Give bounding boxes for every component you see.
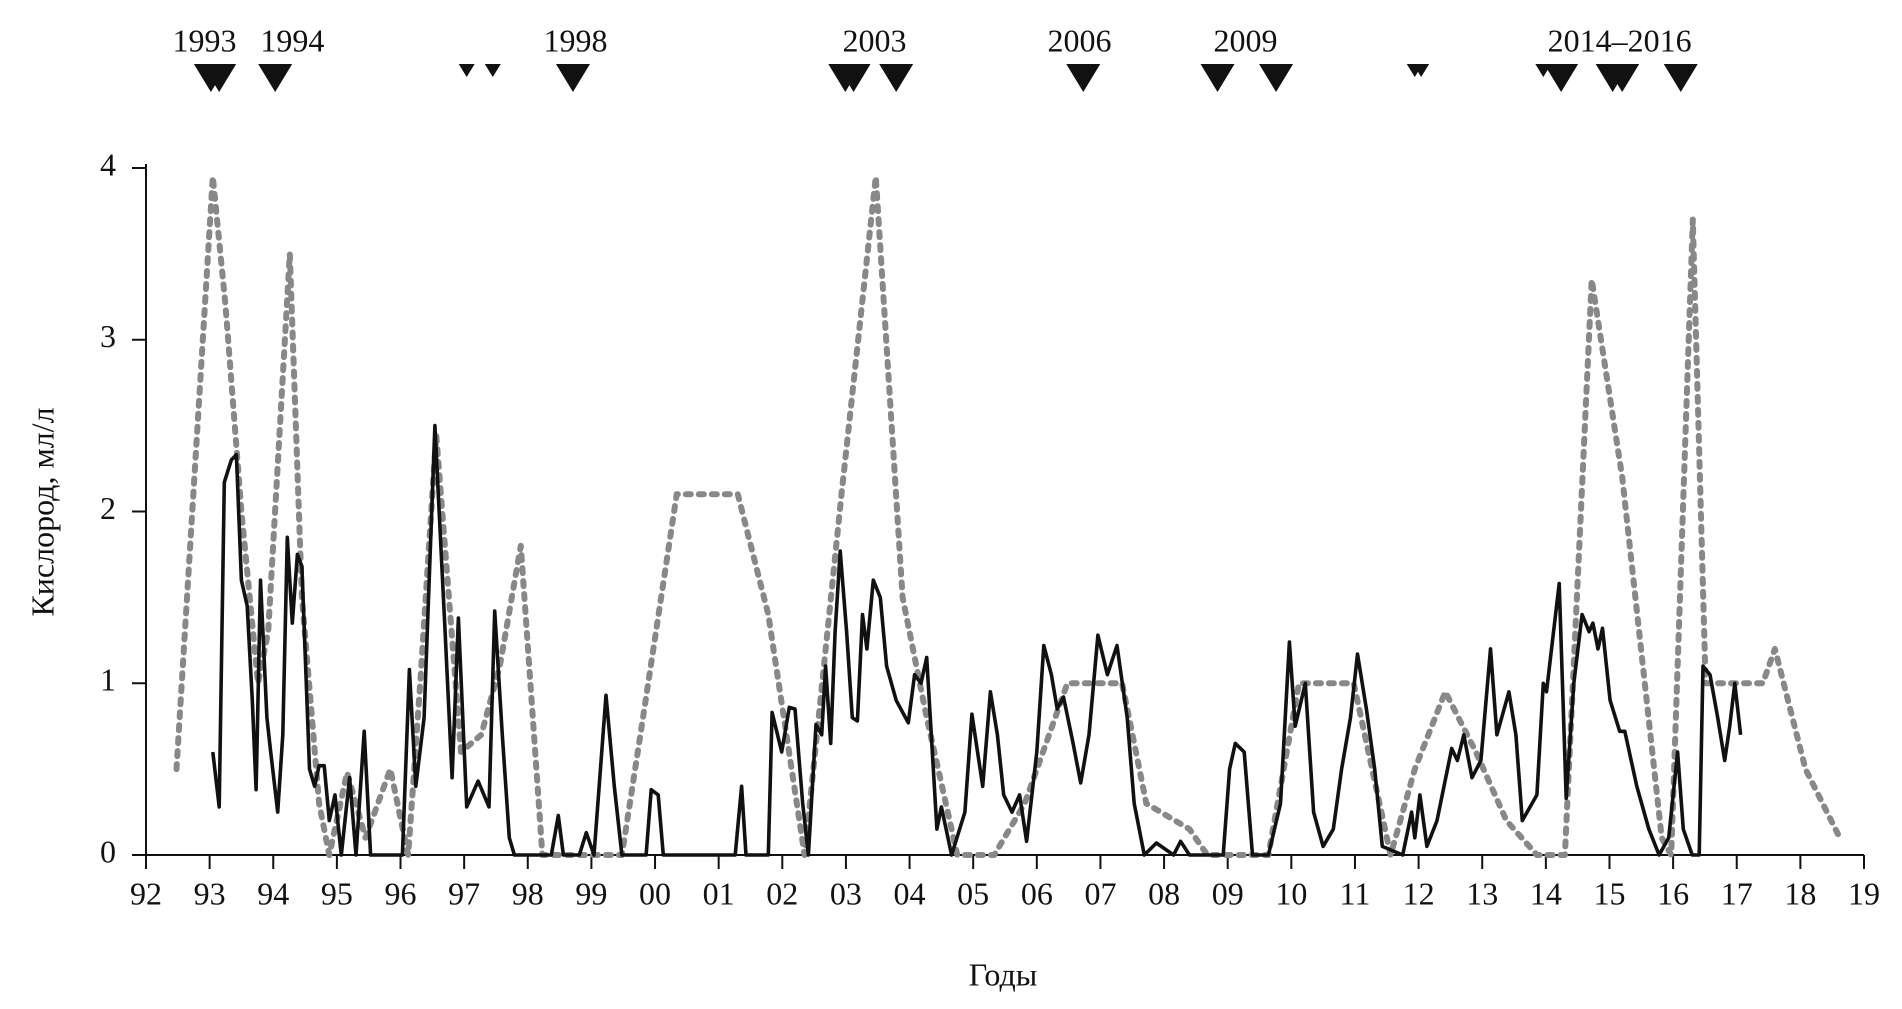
x-tick-label: 11 — [1340, 875, 1371, 911]
y-axis-label: Кислород, мл/л — [24, 407, 60, 616]
y-tick-label: 4 — [100, 146, 116, 182]
year-annotation: 2009 — [1214, 22, 1278, 58]
event-marker — [484, 64, 501, 77]
x-tick-label: 97 — [448, 875, 480, 911]
x-tick-label: 17 — [1721, 875, 1753, 911]
x-tick-label: 16 — [1657, 875, 1689, 911]
solid-line — [211, 423, 1743, 857]
x-tick-label: 13 — [1466, 875, 1498, 911]
event-marker — [1663, 64, 1698, 92]
x-tick-label: 93 — [194, 875, 226, 911]
x-tick-label: 94 — [257, 875, 289, 911]
x-tick-label: 92 — [130, 875, 162, 911]
x-tick-label: 19 — [1848, 875, 1880, 911]
x-tick-label: 01 — [703, 875, 735, 911]
x-tick-label: 96 — [385, 875, 417, 911]
event-marker — [836, 64, 871, 92]
x-tick-label: 02 — [766, 875, 798, 911]
year-annotation: 1993 — [173, 22, 237, 58]
event-marker — [879, 64, 914, 92]
x-tick-label: 14 — [1530, 875, 1562, 911]
x-tick-label: 08 — [1148, 875, 1180, 911]
year-annotation: 2003 — [843, 22, 907, 58]
x-axis-label: Годы — [969, 956, 1038, 992]
event-marker — [555, 64, 590, 92]
y-tick-label: 2 — [100, 490, 116, 526]
x-tick-label: 10 — [1275, 875, 1307, 911]
year-annotation: 2014–2016 — [1548, 22, 1692, 58]
x-tick-label: 12 — [1403, 875, 1435, 911]
event-marker — [458, 64, 475, 77]
y-tick-label: 3 — [100, 318, 116, 354]
year-annotation: 1998 — [544, 22, 608, 58]
event-marker — [1413, 64, 1430, 77]
dotted-line — [173, 173, 1843, 858]
x-tick-label: 00 — [639, 875, 671, 911]
year-annotation: 1994 — [260, 22, 324, 58]
event-marker — [258, 64, 293, 92]
event-marker — [1605, 64, 1640, 92]
event-marker — [1066, 64, 1101, 92]
y-tick-label: 0 — [100, 833, 116, 869]
event-marker — [1544, 64, 1579, 92]
event-marker — [1200, 64, 1235, 92]
x-tick-label: 15 — [1593, 875, 1625, 911]
x-tick-label: 99 — [575, 875, 607, 911]
x-tick-label: 03 — [830, 875, 862, 911]
x-tick-label: 05 — [957, 875, 989, 911]
x-tick-label: 07 — [1084, 875, 1116, 911]
x-tick-label: 09 — [1212, 875, 1244, 911]
x-tick-label: 95 — [321, 875, 353, 911]
event-marker — [1259, 64, 1294, 92]
y-tick-label: 1 — [100, 662, 116, 698]
x-tick-label: 98 — [512, 875, 544, 911]
event-marker — [202, 64, 237, 92]
x-tick-label: 18 — [1784, 875, 1816, 911]
x-tick-label: 04 — [894, 875, 926, 911]
x-tick-label: 06 — [1021, 875, 1053, 911]
year-annotation: 2006 — [1047, 22, 1111, 58]
